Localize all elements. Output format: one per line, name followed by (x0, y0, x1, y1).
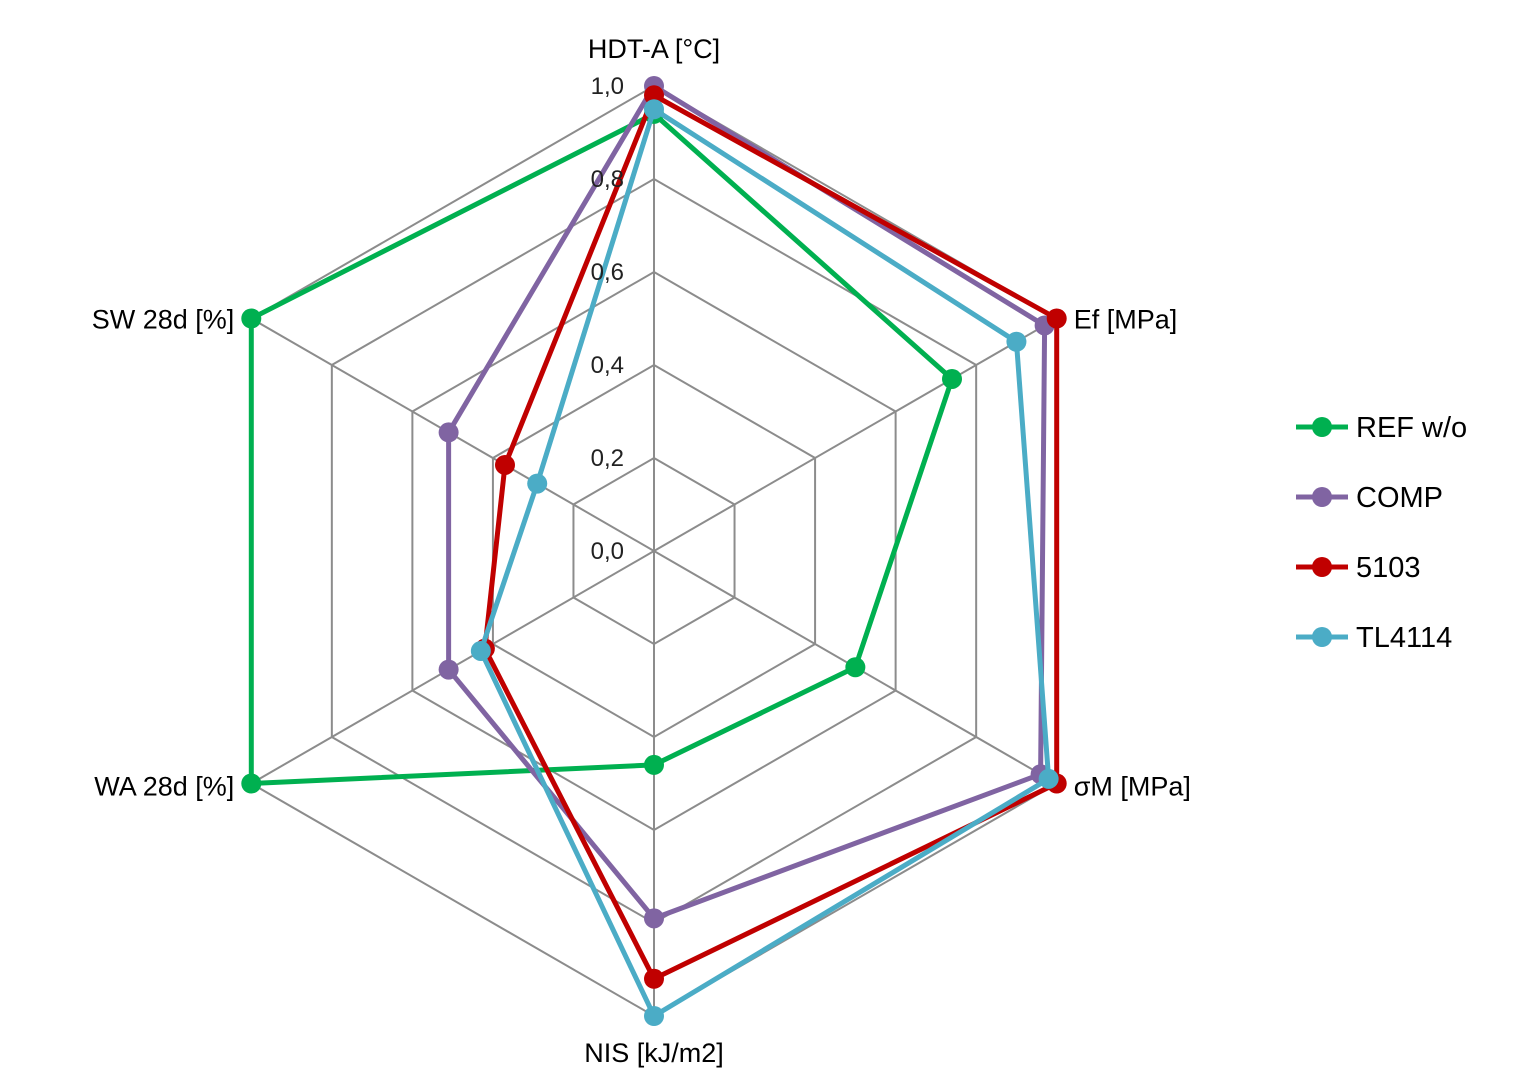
series-3 (470, 99, 1059, 1026)
radar-series (241, 76, 1067, 1026)
legend-item: TL4114 (1296, 622, 1452, 654)
legend-item: REF w/o (1296, 412, 1467, 444)
legend-swatch-marker (1312, 557, 1332, 577)
data-point (644, 754, 664, 775)
legend-item: COMP (1296, 482, 1443, 514)
axis-labels: HDT-A [°C] Ef [MPa] σM [MPa] NIS [kJ/m2] WA … (92, 34, 1191, 1068)
radial-tick-labels: 0,0 0,2 0,4 0,6 0,8 1,0 (591, 73, 624, 565)
legend-swatch-marker (1312, 487, 1332, 507)
axis-label: σM [MPa] (1074, 772, 1191, 802)
axis-label: WA 28d [%] (94, 772, 234, 802)
data-point (644, 968, 664, 989)
data-point (438, 659, 459, 680)
data-point (1006, 331, 1027, 352)
data-point (438, 422, 459, 443)
legend-label: COMP (1356, 482, 1443, 514)
legend-swatch-marker (1312, 417, 1332, 437)
legend-label: TL4114 (1356, 622, 1452, 654)
axis-label: SW 28d [%] (92, 305, 235, 335)
data-point (644, 1006, 664, 1026)
data-point (845, 657, 866, 678)
tick-label: 0,8 (591, 166, 624, 193)
data-point (644, 85, 664, 106)
data-point (1046, 308, 1067, 329)
radar-grid (250, 84, 1058, 1018)
axis-label: Ef [MPa] (1074, 305, 1178, 335)
data-point (241, 308, 262, 329)
legend-swatch-marker (1312, 627, 1332, 647)
series-line (478, 106, 1052, 1019)
axis-label: NIS [kJ/m2] (584, 1038, 724, 1068)
data-point (644, 908, 664, 929)
data-point (1038, 768, 1059, 789)
axis-label: HDT-A [°C] (588, 34, 720, 64)
data-point (495, 454, 516, 475)
legend: REF w/o COMP 5103 TL4114 (1296, 412, 1467, 654)
tick-label: 0,2 (591, 445, 624, 472)
series-line (446, 83, 1048, 921)
data-point (470, 640, 491, 661)
tick-label: 0,0 (591, 538, 624, 565)
data-point (527, 473, 548, 494)
legend-item: 5103 (1296, 552, 1421, 584)
tick-label: 0,6 (591, 259, 624, 286)
tick-label: 0,4 (591, 352, 624, 379)
tick-label: 1,0 (591, 73, 624, 100)
data-point (644, 99, 664, 120)
data-point (941, 368, 962, 389)
legend-label: REF w/o (1356, 412, 1467, 444)
grid-spoke (653, 317, 1058, 552)
legend-label: 5103 (1356, 552, 1421, 584)
data-point (241, 773, 262, 794)
